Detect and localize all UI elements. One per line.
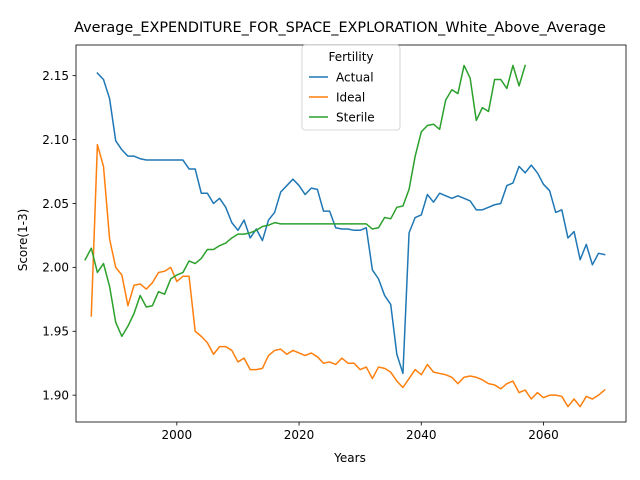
y-tick-label: 1.95 <box>42 325 69 339</box>
y-axis-label: Score(1-3) <box>16 209 30 272</box>
legend-label-sterile: Sterile <box>336 110 375 124</box>
chart-title: Average_EXPENDITURE_FOR_SPACE_EXPLORATIO… <box>74 20 606 36</box>
x-tick-label: 2020 <box>284 428 315 442</box>
y-tick-label: 2.00 <box>42 261 69 275</box>
y-tick-label: 2.10 <box>42 133 69 147</box>
legend: Fertility Actual Ideal Sterile <box>302 45 400 130</box>
x-tick-label: 2060 <box>528 428 559 442</box>
legend-title: Fertility <box>328 50 373 64</box>
y-tick-label: 2.15 <box>42 69 69 83</box>
y-tick-label: 1.90 <box>42 388 69 402</box>
y-tick-label: 2.05 <box>42 197 69 211</box>
x-tick-label: 2040 <box>406 428 437 442</box>
legend-label-ideal: Ideal <box>336 90 365 104</box>
legend-label-actual: Actual <box>336 70 374 84</box>
x-axis-label: Years <box>333 451 366 465</box>
x-tick-label: 2000 <box>162 428 193 442</box>
